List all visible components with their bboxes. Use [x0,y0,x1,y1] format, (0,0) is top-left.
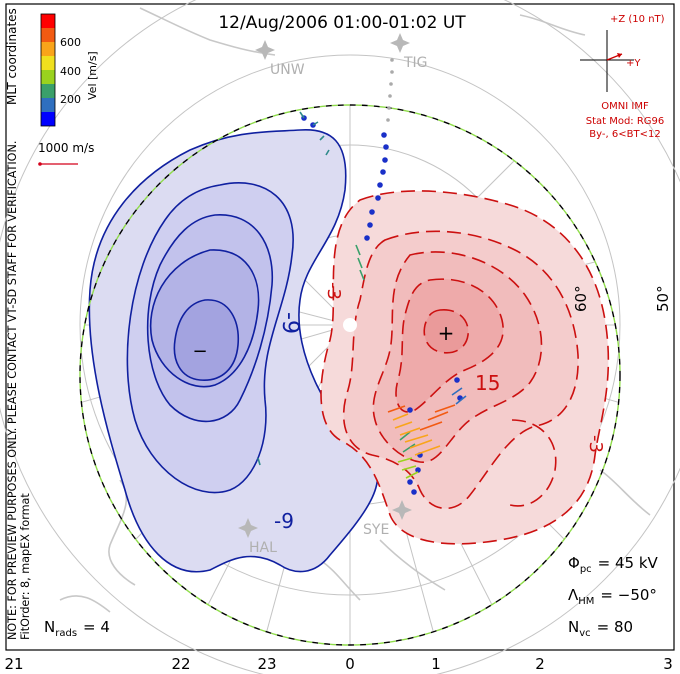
station-label-unw: UNW [270,62,305,78]
nvc-stat: Nvc = 80 [568,618,633,639]
mlt-tick-1: 1 [431,655,441,673]
pos-contour-6 [509,419,557,507]
mlt-tick-21: 21 [4,655,23,673]
cpcp-stat: Φpc = 45 kV [568,554,659,575]
colorbar-label: Vel [m/s] [86,51,99,100]
scale-vector: 1000 m/s [38,141,94,166]
velocity-colorbar: 600 400 200 Vel [m/s] [40,13,99,127]
mlt-tick-23: 23 [257,655,276,673]
station-sye: SYE [363,500,412,538]
imf-y-label: +Y [626,58,641,69]
colorbar-tick-600: 600 [60,36,81,49]
magnetic-pole-marker [343,318,357,332]
hm-boundary-green [79,104,621,646]
pos-contour-5 [423,309,469,354]
imf-source: OMNI IMF [601,101,649,112]
preview-note: NOTE: FOR PREVIEW PURPOSES ONLY. PLEASE … [6,141,19,640]
pos-contour-label-3: -3 [585,435,606,453]
latitude-label-50: 50° [654,285,672,312]
nrads-stat: Nrads = 4 [44,618,110,639]
fit-order-note: FitOrder: 8, mapEX format [19,493,32,640]
mlt-coordinates-note: MLT coordinates [5,8,19,105]
velocity-vectors [257,58,467,495]
mlt-tick-2: 2 [535,655,545,673]
potential-min-marker: − [192,341,207,362]
hm-latitude-stat: ΛHM = −50° [568,586,657,607]
station-unw: UNW [255,40,305,78]
potential-max-marker: + [438,321,455,345]
mlt-tick-22: 22 [171,655,190,673]
pos-contour-label-1: 15 [475,371,500,395]
station-label-tig: TIG [403,55,428,71]
colorbar-tick-400: 400 [60,65,81,78]
plot-frame [5,3,675,651]
positive-potential-cell [320,190,610,545]
neg-contour-label-1: -9 [277,312,302,334]
imf-model: Stat Mod: RG96 [586,116,665,127]
neg-contour-5 [173,299,240,381]
station-tig: TIG [390,33,428,71]
imf-condition: By-, 6<BT<12 [589,129,660,140]
colorbar-tick-200: 200 [60,93,81,106]
negative-potential-cell [88,129,379,573]
latitude-label-60: 60° [572,285,590,312]
imf-indicator: +Z (10 nT) +Y OMNI IMF Stat Mod: RG96 By… [580,14,665,140]
neg-contour-label-2: -9 [274,509,294,533]
mlt-tick-3: 3 [663,655,673,673]
pos-contour-label-2: -3 [323,282,344,300]
plot-title: 12/Aug/2006 01:00-01:02 UT [218,13,466,33]
scale-vector-label: 1000 m/s [38,141,94,155]
station-label-hal: HAL [249,540,277,556]
imf-z-label: +Z (10 nT) [610,14,665,25]
map-stats: Φpc = 45 kV ΛHM = −50° Nvc = 80 Nrads = 4 [44,554,659,639]
station-hal: HAL [238,518,277,556]
mlt-axis: 21 22 23 0 1 2 3 [4,655,672,673]
station-label-sye: SYE [363,522,389,538]
mlt-tick-0: 0 [345,655,355,673]
hm-boundary [79,104,621,646]
